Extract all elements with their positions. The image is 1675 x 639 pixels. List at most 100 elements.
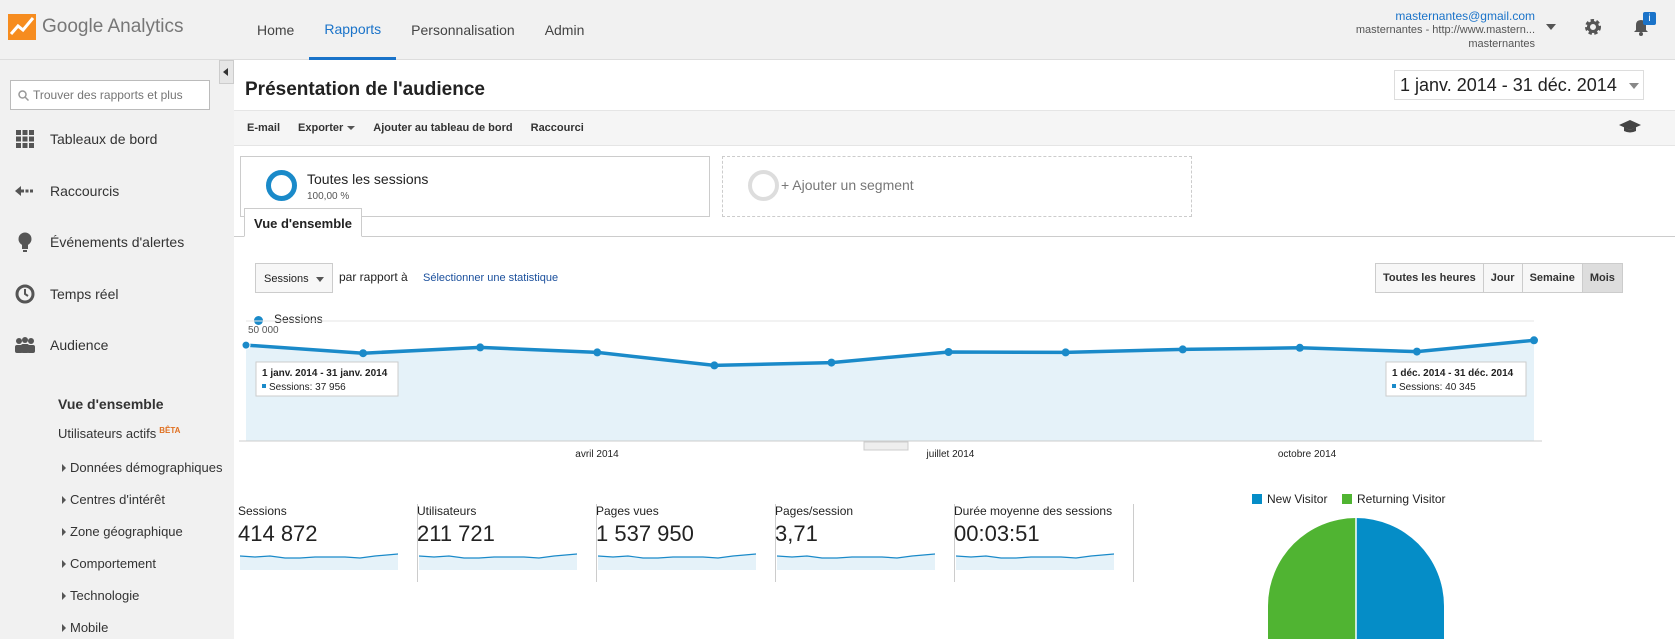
tab-overview[interactable]: Vue d'ensemble [244, 208, 362, 237]
scorecard-sparkline [419, 553, 577, 570]
data-point [1061, 348, 1070, 357]
tooltip-title: 1 déc. 2014 - 31 déc. 2014 [1392, 368, 1514, 379]
sidebar-subitem-behavior[interactable]: Comportement [62, 556, 156, 571]
sidebar-subitem-mobile[interactable]: Mobile [62, 620, 108, 635]
tooltip-title: 1 janv. 2014 - 31 janv. 2014 [262, 368, 388, 379]
segment-title: Toutes les sessions [307, 171, 429, 187]
pie-slice-returning-visitor [1268, 518, 1356, 639]
sidebar-subitem-overview[interactable]: Vue d'ensemble [58, 396, 164, 412]
add-to-dashboard-button[interactable]: Ajouter au tableau de bord [373, 122, 513, 134]
search-icon [18, 89, 29, 101]
data-point [1295, 343, 1304, 352]
scorecard-label: Durée moyenne des sessions [954, 504, 1113, 518]
sidebar-item-label: Audience [50, 337, 109, 353]
nav-rapports[interactable]: Rapports [309, 0, 397, 60]
add-segment-button[interactable]: + Ajouter un segment [722, 156, 1192, 217]
sidebar-item-label: Temps réel [50, 286, 119, 302]
scorecard[interactable]: Durée moyenne des sessions 00:03:51 [954, 504, 1134, 582]
caret-right-icon [62, 560, 66, 568]
series-line [245, 338, 1535, 368]
granularity-month[interactable]: Mois [1582, 264, 1622, 292]
pie-slice-new-visitor [1356, 518, 1444, 639]
sidebar-subitem-geo[interactable]: Zone géographique [62, 524, 183, 539]
sidebar-collapse-button[interactable] [219, 60, 234, 84]
sidebar-item-alerts[interactable]: Événements d'alertes [14, 231, 184, 253]
sidebar-subitem-technology[interactable]: Technologie [62, 588, 139, 603]
scorecard-sparkline [777, 553, 935, 570]
tooltip-box [1385, 361, 1527, 397]
app-name: Google Analytics [42, 16, 184, 37]
export-button[interactable]: Exporter [298, 122, 356, 134]
segment-ring-icon [266, 170, 297, 201]
segment-percentage: 100,00 % [307, 191, 350, 202]
granularity-week[interactable]: Semaine [1522, 264, 1583, 292]
scorecard[interactable]: Sessions 414 872 [238, 504, 418, 582]
segment-all-sessions[interactable]: Toutes les sessions 100,00 % [240, 156, 710, 217]
logo[interactable]: Google Analytics [8, 14, 184, 40]
sidebar-subitem-interests[interactable]: Centres d'intérêt [62, 492, 165, 507]
nav-home[interactable]: Home [257, 22, 295, 38]
lightbulb-icon [14, 231, 36, 253]
scorecard[interactable]: Utilisateurs 211 721 [417, 504, 597, 582]
caret-right-icon [62, 528, 66, 536]
sidebar-subitem-active-users[interactable]: Utilisateurs actifs BÊTA [58, 426, 180, 441]
shortcut-arrow-icon [14, 180, 36, 202]
data-point [359, 349, 368, 358]
scorecard-label: Utilisateurs [417, 504, 477, 518]
notification-badge: i [1643, 12, 1656, 25]
search-input[interactable] [33, 88, 203, 102]
compare-label: par rapport à [339, 270, 408, 284]
granularity-hourly[interactable]: Toutes les heures [1376, 264, 1484, 292]
sidebar: Tableaux de bord Raccourcis Événements d… [0, 60, 234, 639]
account-selector[interactable]: masternantes@gmail.com masternantes - ht… [1356, 9, 1535, 51]
scorecard[interactable]: Pages/session 3,71 [775, 504, 955, 582]
scorecard-label: Sessions [238, 504, 287, 518]
sidebar-item-label: Tableaux de bord [50, 131, 158, 147]
select-metric-link[interactable]: Sélectionner une statistique [423, 272, 559, 284]
nav-personnalisation[interactable]: Personnalisation [411, 22, 515, 38]
scorecard-value: 414 872 [238, 521, 318, 546]
x-tick-label: octobre 2014 [1278, 449, 1337, 460]
caret-right-icon [62, 592, 66, 600]
metric-select[interactable]: Sessions [255, 263, 333, 293]
nav-admin[interactable]: Admin [544, 22, 585, 38]
data-point [1530, 336, 1538, 345]
sidebar-item-shortcuts[interactable]: Raccourcis [14, 180, 119, 202]
account-property: masternantes - http://www.mastern... [1355, 24, 1535, 36]
date-range-picker[interactable]: 1 janv. 2014 - 31 déc. 2014 [1394, 70, 1644, 100]
email-button[interactable]: E-mail [247, 122, 281, 134]
sidebar-item-realtime[interactable]: Temps réel [14, 283, 118, 305]
pie-legend-new: New Visitor [1252, 492, 1327, 506]
grid-icon [14, 128, 36, 150]
chevron-down-icon [316, 277, 324, 282]
clock-icon [14, 283, 36, 305]
granularity-toggle: Toutes les heures Jour Semaine Mois [1375, 263, 1623, 293]
sidebar-item-label: Événements d'alertes [50, 234, 185, 250]
gear-icon[interactable] [1583, 17, 1603, 37]
sidebar-item-label: Zone géographique [70, 524, 183, 539]
shortcut-button[interactable]: Raccourci [530, 122, 584, 134]
tab-divider [234, 236, 1675, 237]
data-point [710, 361, 719, 370]
sidebar-item-label: Données démographiques [70, 460, 223, 475]
sidebar-item-audience[interactable]: Audience [14, 334, 108, 356]
sidebar-subitem-demographics[interactable]: Données démographiques [62, 460, 223, 475]
add-segment-label: + Ajouter un segment [781, 177, 914, 193]
sidebar-item-dashboards[interactable]: Tableaux de bord [14, 128, 157, 150]
scorecard[interactable]: Pages vues 1 537 950 [596, 504, 776, 582]
legend-swatch [1252, 494, 1262, 504]
report-search[interactable] [10, 80, 210, 110]
granularity-day[interactable]: Jour [1483, 264, 1523, 292]
chevron-down-icon [347, 126, 356, 131]
data-point [476, 343, 485, 352]
account-chevron-down-icon[interactable] [1546, 24, 1556, 30]
graduation-cap-icon[interactable] [1619, 119, 1641, 135]
analytics-logo-icon [8, 14, 36, 40]
top-bar: Google Analytics Home Rapports Personnal… [0, 0, 1675, 60]
visitor-pie-chart[interactable] [1268, 518, 1444, 639]
scorecard-value: 3,71 [775, 521, 818, 546]
data-point [593, 348, 602, 357]
export-label: Exporter [298, 122, 344, 134]
chevron-down-icon [1629, 83, 1639, 89]
